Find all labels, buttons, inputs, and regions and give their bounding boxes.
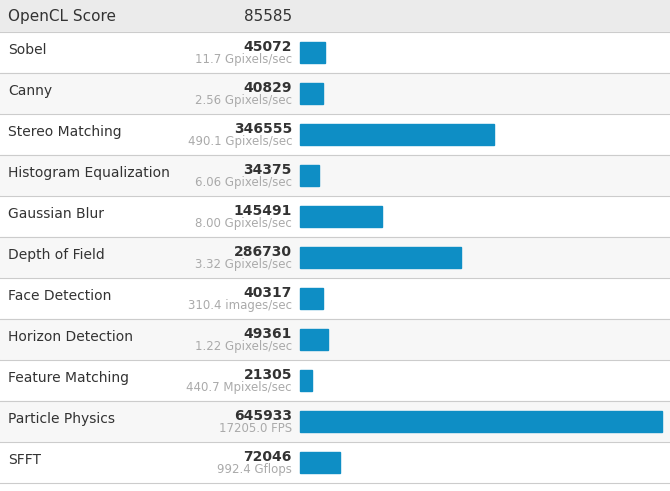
Text: Gaussian Blur: Gaussian Blur xyxy=(8,208,104,221)
Text: Sobel: Sobel xyxy=(8,43,46,57)
Bar xyxy=(300,247,461,268)
Bar xyxy=(0,114,670,155)
Text: Feature Matching: Feature Matching xyxy=(8,372,129,385)
Text: 21305: 21305 xyxy=(243,368,292,382)
Text: Particle Physics: Particle Physics xyxy=(8,412,115,427)
Bar xyxy=(300,452,340,473)
Text: 286730: 286730 xyxy=(234,245,292,259)
Bar xyxy=(300,165,320,186)
Text: 1.22 Gpixels/sec: 1.22 Gpixels/sec xyxy=(195,340,292,354)
Bar xyxy=(0,0,670,32)
Bar xyxy=(300,288,322,309)
Text: 49361: 49361 xyxy=(244,327,292,341)
Text: Depth of Field: Depth of Field xyxy=(8,248,105,263)
Text: 34375: 34375 xyxy=(244,163,292,177)
Text: 11.7 Gpixels/sec: 11.7 Gpixels/sec xyxy=(195,54,292,66)
Text: 6.06 Gpixels/sec: 6.06 Gpixels/sec xyxy=(195,176,292,190)
Bar xyxy=(0,360,670,401)
Text: Face Detection: Face Detection xyxy=(8,290,111,303)
Text: 440.7 Mpixels/sec: 440.7 Mpixels/sec xyxy=(186,382,292,394)
Text: 40317: 40317 xyxy=(244,286,292,300)
Text: 310.4 images/sec: 310.4 images/sec xyxy=(188,300,292,312)
Text: 72046: 72046 xyxy=(244,450,292,464)
Bar xyxy=(0,319,670,360)
Text: 490.1 Gpixels/sec: 490.1 Gpixels/sec xyxy=(188,136,292,148)
Bar xyxy=(0,237,670,278)
Bar xyxy=(0,155,670,196)
Text: Horizon Detection: Horizon Detection xyxy=(8,330,133,345)
Bar xyxy=(300,329,328,350)
Text: 145491: 145491 xyxy=(234,204,292,218)
Text: 45072: 45072 xyxy=(243,40,292,54)
Text: Canny: Canny xyxy=(8,84,52,99)
Bar xyxy=(0,401,670,442)
Text: 346555: 346555 xyxy=(234,122,292,136)
Text: 40829: 40829 xyxy=(243,81,292,95)
Text: 17205.0 FPS: 17205.0 FPS xyxy=(219,422,292,436)
Text: 85585: 85585 xyxy=(244,8,292,24)
Bar xyxy=(300,206,381,227)
Text: Histogram Equalization: Histogram Equalization xyxy=(8,166,170,181)
Text: 3.32 Gpixels/sec: 3.32 Gpixels/sec xyxy=(195,258,292,272)
Text: OpenCL Score: OpenCL Score xyxy=(8,8,116,24)
Bar xyxy=(0,32,670,73)
Text: 2.56 Gpixels/sec: 2.56 Gpixels/sec xyxy=(195,94,292,108)
Bar xyxy=(300,370,312,391)
Text: 8.00 Gpixels/sec: 8.00 Gpixels/sec xyxy=(195,218,292,230)
Text: 992.4 Gflops: 992.4 Gflops xyxy=(217,464,292,476)
Bar xyxy=(0,196,670,237)
Bar xyxy=(300,124,494,145)
Bar xyxy=(0,442,670,483)
Bar xyxy=(300,83,323,104)
Bar xyxy=(300,42,325,63)
Text: SFFT: SFFT xyxy=(8,454,41,467)
Text: 645933: 645933 xyxy=(234,409,292,423)
Bar xyxy=(0,278,670,319)
Text: Stereo Matching: Stereo Matching xyxy=(8,125,122,139)
Bar xyxy=(0,73,670,114)
Bar xyxy=(300,411,662,432)
